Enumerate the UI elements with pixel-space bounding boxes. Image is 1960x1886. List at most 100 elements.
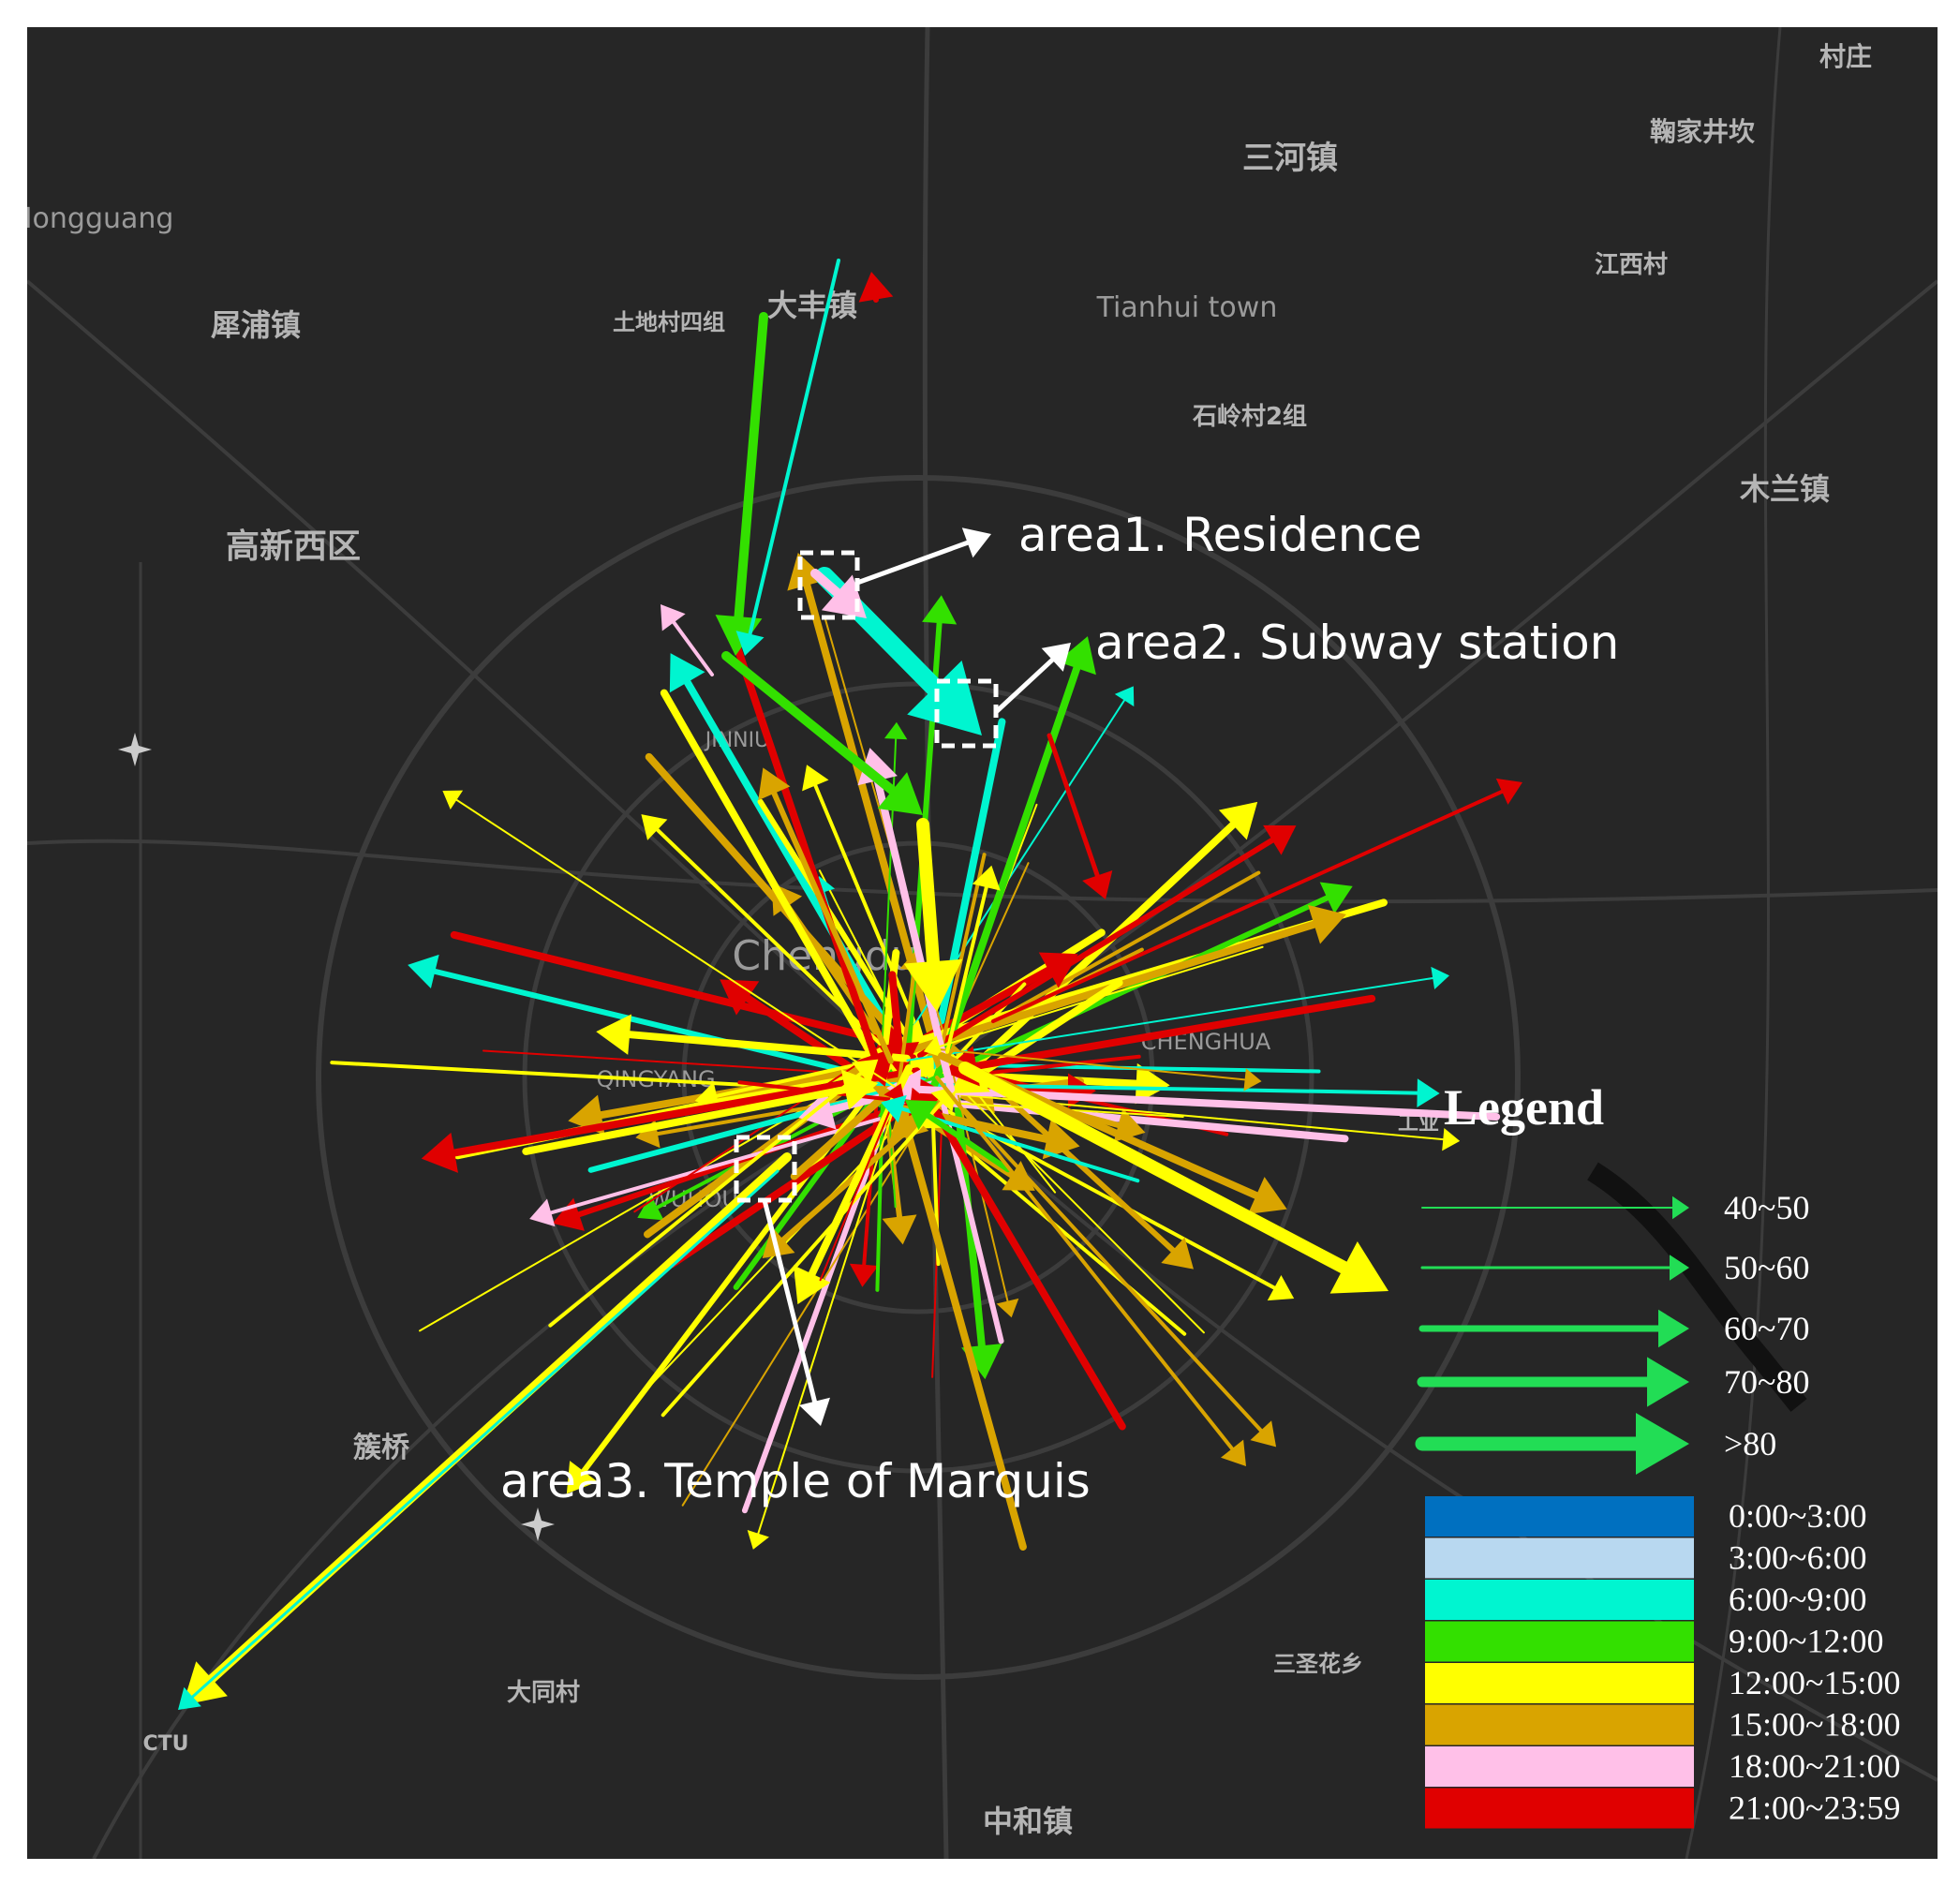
flow-arrow-head [881, 1094, 907, 1123]
legend-label: 70~80 [1724, 1363, 1809, 1401]
annotation: area2. Subway station [1095, 616, 1619, 670]
flow-arrow-head [720, 979, 760, 1016]
place-label: 土地村四组 [613, 309, 725, 335]
place-label: 石岭村2组 [1192, 402, 1307, 431]
flow-arrow [810, 569, 842, 598]
flow-arrow-head [1250, 1420, 1277, 1448]
flow-arrow-head [1135, 1062, 1170, 1105]
annotation: area3. Temple of Marquis [500, 1454, 1091, 1508]
flow-arrow [741, 1102, 894, 1514]
flow-arrow [660, 689, 875, 1057]
flow-arrow-head [802, 765, 829, 792]
pointer-arrow [762, 1197, 817, 1404]
place-label: 高新西区 [226, 527, 361, 566]
flow-arrow-head [1161, 1237, 1194, 1270]
flow-arrow [906, 976, 1434, 1062]
flow-arrow-head [840, 1069, 879, 1110]
flow-arrow [482, 1049, 885, 1077]
flow-arrow [450, 930, 883, 1044]
legend-flow-arrow-head [1670, 1255, 1689, 1281]
flow-arrow [925, 1112, 1011, 1173]
place-label: 三河镇 [1242, 140, 1338, 177]
flow-arrow-head [851, 1059, 879, 1085]
airport-icon [521, 1507, 555, 1541]
flow-arrow-head [762, 1226, 795, 1259]
flow-arrow-head [1002, 1161, 1035, 1191]
flow-arrow-head [1495, 778, 1522, 805]
flow-arrow-head [1082, 869, 1113, 899]
flow-arrow [946, 1075, 1205, 1334]
legend-label: 12:00~15:00 [1729, 1664, 1900, 1701]
airport-icon [118, 733, 152, 766]
legend-swatch [1425, 1788, 1694, 1829]
flow-arrow [721, 651, 898, 795]
flow-arrow [803, 581, 946, 1079]
flow-arrow [900, 1106, 1140, 1183]
flow-arrow [626, 1031, 911, 1062]
flow-arrow [973, 994, 1376, 1070]
flow-arrow-head [1267, 1275, 1295, 1301]
place-label: 木兰镇 [1739, 471, 1830, 507]
flow-arrow-head [1221, 1439, 1246, 1466]
flow-arrow [191, 1169, 780, 1699]
flow-arrow [873, 777, 956, 1093]
flow-arrow [958, 1062, 1351, 1274]
flow-arrow-head [408, 954, 439, 988]
flow-arrow-head [1417, 1078, 1440, 1108]
flow-arrow-head [566, 1461, 598, 1494]
flow-arrow [580, 1047, 905, 1475]
flow-arrow [455, 798, 896, 1088]
flow-arrow-head [421, 1132, 458, 1173]
flow-arrow-head [1243, 1068, 1262, 1092]
flow-arrow-head [1247, 1177, 1287, 1214]
flow-arrow-head [996, 1298, 1019, 1318]
legend-label: 21:00~23:59 [1729, 1789, 1900, 1827]
legend-label: >80 [1724, 1425, 1776, 1463]
flow-arrow-head [877, 772, 923, 815]
flow-arrow-head [529, 1198, 556, 1227]
flow-arrow [661, 1100, 943, 1418]
place-label: 三圣花乡 [1273, 1651, 1363, 1677]
flow-arrow [748, 259, 840, 636]
annotation: area1. Residence [1018, 508, 1422, 562]
flow-arrow [940, 853, 987, 1049]
flow-arrow [897, 969, 916, 1085]
legend-title: Legend [1444, 1079, 1604, 1136]
flow-arrow-head [883, 721, 908, 740]
flow-arrow [928, 1101, 1126, 1431]
flow-arrow [916, 818, 940, 969]
place-label: 犀浦镇 [211, 307, 301, 343]
legend-label: 9:00~12:00 [1729, 1623, 1883, 1660]
flow-arrow-head [793, 1265, 831, 1305]
legend-label: 3:00~6:00 [1729, 1539, 1866, 1577]
flow-arrow [633, 1056, 869, 1213]
place-label: 大同村 [507, 1679, 580, 1707]
flow-arrow [734, 312, 768, 622]
flow-arrow-head [758, 767, 791, 801]
flow-arrow-head [922, 595, 958, 625]
flow-arrow [935, 1076, 1235, 1451]
flow-arrow [668, 1096, 922, 1269]
flow-arrow [819, 1097, 896, 1282]
flow-arrow-head [1114, 686, 1135, 707]
flow-arrow [681, 1104, 934, 1507]
legend-label: 15:00~18:00 [1729, 1706, 1900, 1744]
flow-arrow-head [1308, 904, 1346, 944]
flow-arrow [969, 1062, 1321, 1074]
flow-arrow-head [637, 1195, 664, 1221]
flow-arrow-head [1042, 1119, 1080, 1160]
legend-swatch [1425, 1663, 1694, 1703]
flow-arrow [969, 1083, 1057, 1194]
flow-arrow-head [661, 604, 686, 631]
flow-arrow-head [972, 865, 1001, 891]
legend-flow-arrow-head [1636, 1413, 1689, 1475]
legend-swatch [1425, 1496, 1694, 1537]
flow-arrow [905, 1132, 1027, 1551]
flow-arrow-head [641, 814, 668, 840]
legend-label: 0:00~3:00 [1729, 1497, 1866, 1535]
flow-arrow [888, 1115, 897, 1209]
legend-swatch [1425, 1580, 1694, 1620]
pointer-arrow-head [961, 527, 991, 558]
place-label: 村庄 [1819, 41, 1872, 72]
flow-arrow [929, 1097, 1349, 1143]
